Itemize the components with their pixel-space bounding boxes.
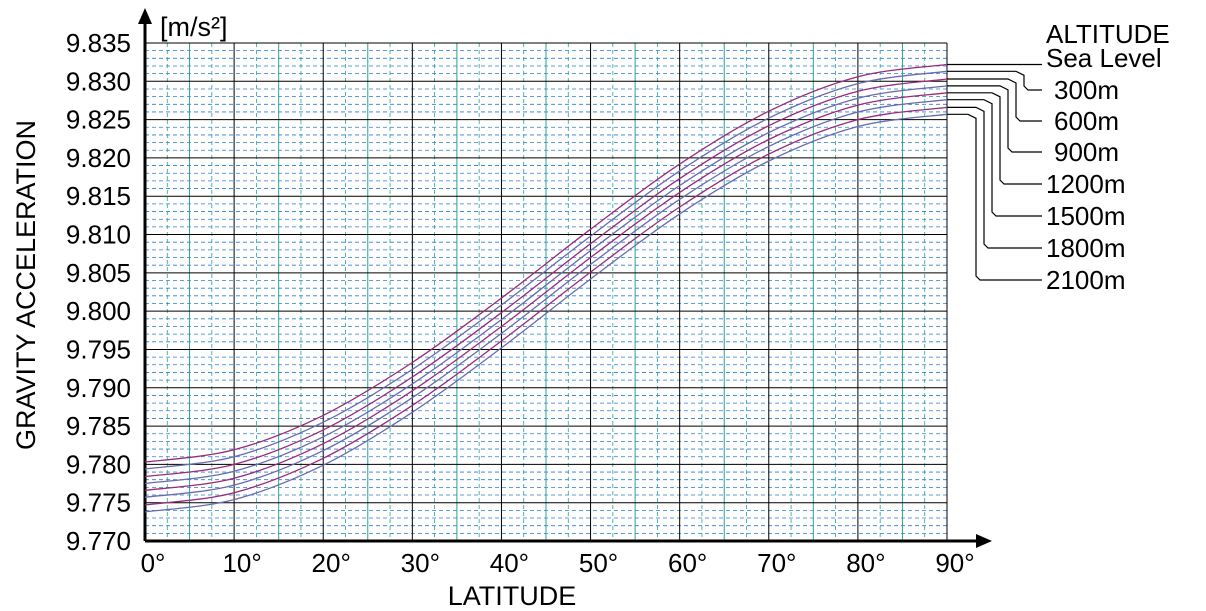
series-line-600m bbox=[144, 78, 948, 478]
legend-leader-line bbox=[947, 106, 1042, 249]
x-axis-arrow bbox=[976, 534, 992, 548]
y-axis-unit: [m/s²] bbox=[160, 12, 228, 42]
y-tick-label: 9.785 bbox=[66, 411, 131, 441]
legend-leader-line bbox=[947, 70, 1042, 91]
x-tick-label: 50° bbox=[579, 548, 618, 578]
curves bbox=[144, 63, 948, 513]
y-tick-label: 9.835 bbox=[66, 28, 131, 58]
y-tick-label: 9.830 bbox=[66, 66, 131, 96]
y-tick-label: 9.820 bbox=[66, 143, 131, 173]
x-tick-label: 90° bbox=[935, 548, 974, 578]
x-tick-label: 0° bbox=[141, 548, 166, 578]
series-line-1800m bbox=[144, 106, 948, 506]
grid bbox=[144, 42, 948, 542]
x-tick-label: 30° bbox=[401, 548, 440, 578]
y-tick-label: 9.810 bbox=[66, 220, 131, 250]
legend-leader-line bbox=[947, 92, 1042, 185]
legend-label: 300m bbox=[1054, 75, 1119, 105]
y-tick-label: 9.795 bbox=[66, 334, 131, 364]
legend-leader-line bbox=[947, 85, 1042, 153]
y-tick-label: 9.800 bbox=[66, 296, 131, 326]
legend-label: 1500m bbox=[1046, 201, 1126, 231]
axes bbox=[138, 8, 992, 548]
legend-label: 2100m bbox=[1046, 265, 1126, 295]
series-line-1200m bbox=[144, 92, 948, 492]
legend-leader-line bbox=[947, 113, 1042, 281]
y-tick-label: 9.790 bbox=[66, 373, 131, 403]
x-tick-label: 20° bbox=[312, 548, 351, 578]
x-tick-label: 60° bbox=[668, 548, 707, 578]
legend-title: ALTITUDE bbox=[1046, 19, 1170, 49]
y-tick-label: 9.805 bbox=[66, 258, 131, 288]
y-axis-title: GRAVITY ACCELERATION bbox=[11, 120, 41, 450]
legend-label: 900m bbox=[1054, 137, 1119, 167]
y-tick-label: 9.770 bbox=[66, 526, 131, 556]
series-line-1500m bbox=[144, 99, 948, 498]
x-tick-label: 70° bbox=[757, 548, 796, 578]
legend-label: Sea Level bbox=[1046, 43, 1162, 73]
y-tick-label: 9.815 bbox=[66, 181, 131, 211]
x-tick-label: 40° bbox=[490, 548, 529, 578]
y-tick-label: 9.825 bbox=[66, 105, 131, 135]
legend-leader-line bbox=[947, 78, 1042, 122]
x-tick-label: 10° bbox=[222, 548, 261, 578]
series-line-900m bbox=[144, 85, 948, 485]
legend-label: 1200m bbox=[1046, 169, 1126, 199]
legend: Sea Level300m600m900m1200m1500m1800m2100… bbox=[947, 43, 1162, 295]
x-tick-label: 80° bbox=[846, 548, 885, 578]
legend-label: 1800m bbox=[1046, 233, 1126, 263]
x-axis-title: LATITUDE bbox=[448, 581, 577, 611]
tick-labels: 9.770 9.775 9.780 9.785 9.790 9.795 9.800 9.805… bbox=[66, 28, 975, 578]
legend-leader-line bbox=[947, 99, 1042, 217]
series-line-300m bbox=[144, 70, 948, 470]
series-line-sea-level bbox=[144, 63, 948, 463]
y-axis-arrow bbox=[138, 8, 152, 24]
legend-label: 600m bbox=[1054, 106, 1119, 136]
y-tick-label: 9.780 bbox=[66, 449, 131, 479]
y-tick-label: 9.775 bbox=[66, 488, 131, 518]
series-line-2100m bbox=[144, 113, 948, 513]
